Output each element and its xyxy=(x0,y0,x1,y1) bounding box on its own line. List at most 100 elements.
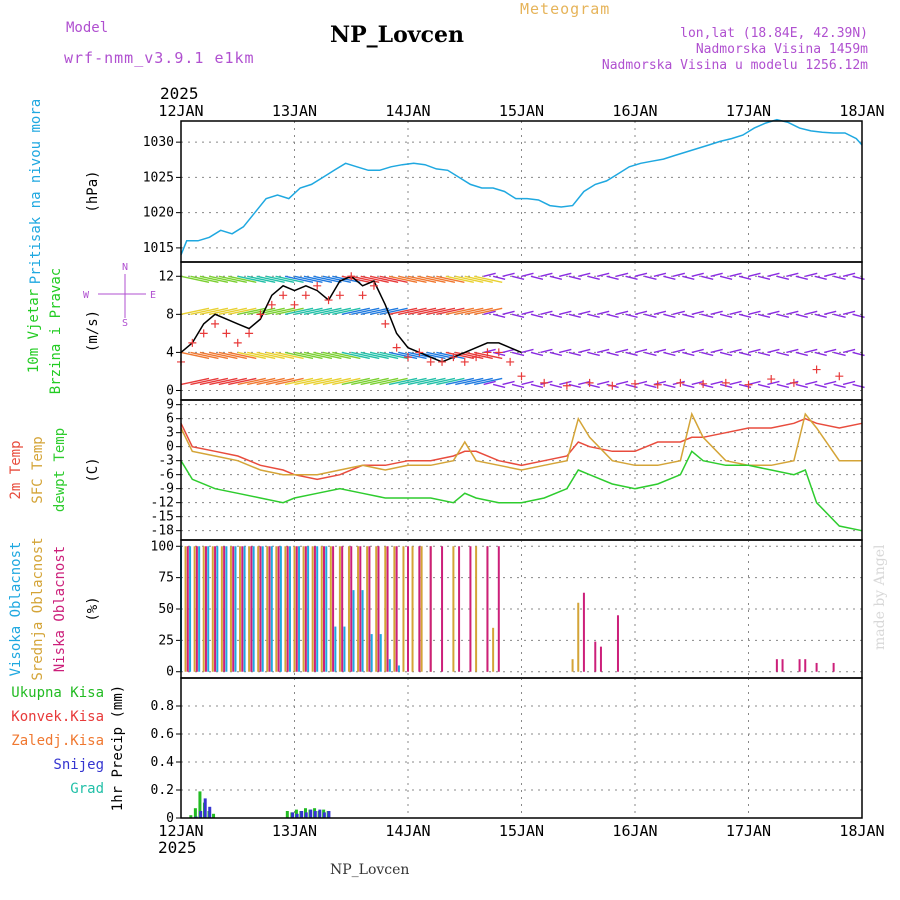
wind-ray xyxy=(757,313,771,319)
wind-ray xyxy=(379,377,408,386)
wind-ray xyxy=(303,351,333,360)
gust-marker xyxy=(608,381,617,390)
y-tick-label: 4 xyxy=(166,345,174,360)
wind-ray xyxy=(672,310,686,316)
wind-ray xyxy=(511,313,525,319)
wind-ray xyxy=(360,351,389,360)
wind-ray xyxy=(417,275,446,283)
y-tick-label: 0 xyxy=(166,440,174,455)
wind-ray xyxy=(587,275,600,280)
gust-marker xyxy=(460,357,469,366)
wind-ray xyxy=(332,275,361,283)
year-bottom: 2025 xyxy=(158,838,197,857)
x-tick-label-bottom: 14JAN xyxy=(385,822,430,840)
x-tick-label-bottom: 18JAN xyxy=(839,822,884,840)
wind-ray xyxy=(521,380,534,386)
gust-marker xyxy=(744,380,753,389)
wind-ray xyxy=(351,377,380,386)
wind-ray xyxy=(748,310,761,316)
wind-ray xyxy=(388,377,418,386)
wind-ray xyxy=(748,348,761,354)
wind-ray xyxy=(587,313,600,319)
y-tick-label: 0 xyxy=(166,665,174,680)
wind-ray xyxy=(710,310,723,316)
compass-north: N xyxy=(122,262,128,273)
wind-ray xyxy=(398,275,427,283)
wind-ray xyxy=(209,275,238,283)
wind-ray xyxy=(738,351,752,357)
wind-ray xyxy=(502,310,515,316)
wind-ray xyxy=(842,348,856,354)
wind-ray xyxy=(256,377,285,386)
wind-ray xyxy=(540,348,553,354)
wind-ray xyxy=(596,380,610,386)
wind-ray xyxy=(303,275,333,283)
wind-ray xyxy=(568,351,581,357)
wind-ray xyxy=(502,380,515,386)
unit-label: (m/s) xyxy=(85,310,101,352)
wind-ray xyxy=(786,310,799,316)
wind-ray xyxy=(407,307,437,316)
wind-ray xyxy=(805,380,818,386)
wind-ray xyxy=(341,377,370,386)
wind-ray xyxy=(719,313,733,319)
wind-ray xyxy=(644,383,657,389)
coords: lon,lat (18.84E, 42.39N) xyxy=(680,26,868,41)
series-label: SFC Temp xyxy=(30,436,46,503)
wind-ray xyxy=(322,275,352,283)
wind-ray xyxy=(511,351,525,357)
gust-marker xyxy=(256,310,265,319)
wind-ray xyxy=(805,310,818,316)
wind-ray xyxy=(823,380,837,386)
wind-ray xyxy=(814,383,827,389)
wind-ray xyxy=(710,272,723,277)
wind-ray xyxy=(492,383,506,389)
wind-ray xyxy=(256,275,285,283)
gust-marker xyxy=(676,378,685,387)
wind-ray xyxy=(540,272,553,277)
wind-ray xyxy=(767,310,780,316)
wind-ray xyxy=(559,310,572,316)
gust-marker xyxy=(789,378,798,387)
wind-ray xyxy=(199,377,229,386)
gust-marker xyxy=(369,281,378,290)
wind-ray xyxy=(710,348,723,354)
wind-ray xyxy=(776,313,790,319)
series-label: 2m Temp xyxy=(8,440,24,499)
wind-ray xyxy=(805,272,818,277)
wind-ray xyxy=(502,348,515,354)
series-label: Brzina i Pravac xyxy=(48,268,64,394)
y-tick-label: 50 xyxy=(158,602,174,617)
wind-ray xyxy=(767,272,780,277)
wind-ray xyxy=(265,351,295,360)
wind-ray xyxy=(218,377,247,386)
wind-ray xyxy=(530,275,544,280)
wind-ray xyxy=(634,348,648,354)
x-tick-label-top: 17JAN xyxy=(726,102,771,120)
wind-ray xyxy=(719,275,733,280)
gust-marker xyxy=(472,353,481,362)
wind-ray xyxy=(568,313,581,319)
series-label: Zaledj.Kisa xyxy=(11,733,104,749)
wind-ray xyxy=(663,313,676,319)
x-tick-label-top: 14JAN xyxy=(385,102,430,120)
wind-ray xyxy=(313,377,342,386)
gust-marker xyxy=(324,296,333,305)
wind-ray xyxy=(842,310,856,316)
gust-marker xyxy=(290,300,299,309)
series-label: Pritisak na nivou mora xyxy=(28,99,44,284)
wind-ray xyxy=(190,307,219,316)
wind-ray xyxy=(436,275,465,283)
wind-ray xyxy=(275,351,304,360)
gust-marker xyxy=(562,381,571,390)
wind-ray xyxy=(748,380,761,386)
series-label: Grad xyxy=(70,781,104,797)
y-tick-label: -15 xyxy=(151,510,174,525)
wind-ray xyxy=(284,275,314,283)
wind-ray xyxy=(559,380,572,386)
wind-ray xyxy=(445,307,474,316)
unit-label: (hPa) xyxy=(85,170,101,212)
wind-ray xyxy=(256,351,285,360)
series-label: Snijeg xyxy=(53,757,104,773)
series-line xyxy=(180,118,863,256)
